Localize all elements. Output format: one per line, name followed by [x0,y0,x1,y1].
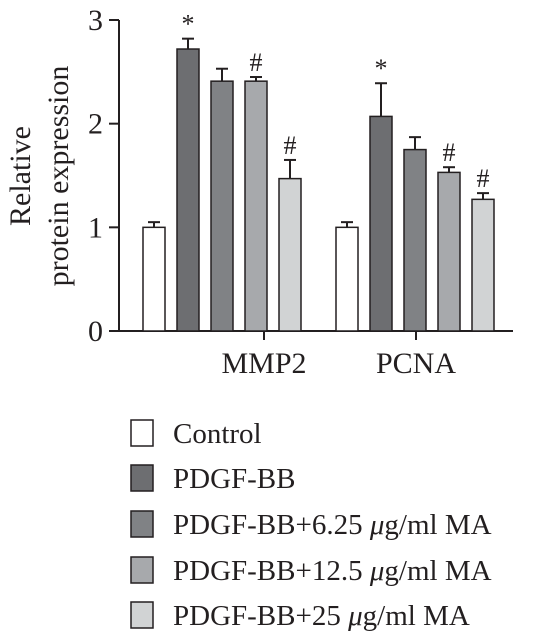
bar [437,171,461,332]
legend-swatch [130,419,154,447]
y-tick-label: 3 [88,4,103,37]
bars: * # # * # # [142,10,495,332]
bar [403,148,427,332]
x-category-label: PCNA [376,347,456,380]
bar [142,226,166,332]
significance-mark: * [375,54,388,83]
legend-label: PDGF-BB+12.5 μg/ml MA [173,555,492,587]
significance-mark: # [443,138,456,167]
y-tick-label: 1 [88,211,103,244]
legend-swatch [130,464,154,492]
legend-label-part: PDGF-BB+6.25 [173,509,370,541]
significance-mark: # [250,48,263,77]
y-axis-title-line-1: Relative [4,126,37,226]
bar [471,198,495,332]
legend-label: PDGF-BB [173,463,296,495]
legend-label: PDGF-BB+6.25 μg/ml MA [173,509,492,541]
significance-mark: # [477,164,490,193]
legend-label: PDGF-BB+25 μg/ml MA [173,600,470,632]
bar [278,177,302,332]
significance-mark: # [284,131,297,160]
legend-swatch [130,601,154,629]
legend-label: Control [173,418,262,450]
legend-label-part: μ [347,600,363,632]
y-axis-title-line-2: protein expression [42,66,75,287]
y-tick-label: 0 [88,315,103,348]
x-category-label: MMP2 [221,347,306,380]
bar [210,80,234,332]
legend-swatch [130,556,154,584]
legend-label-part: PDGF-BB+25 [173,600,348,632]
legend-swatch [130,510,154,538]
bar [369,115,393,332]
legend-label-part: μ [369,555,385,587]
legend-label-part: μ [369,509,385,541]
bar [335,226,359,332]
y-axis-title: Relative protein expression [4,66,75,287]
significance-mark: * [182,10,195,39]
legend-label-part: PDGF-BB+12.5 [173,555,370,587]
legend-label-part: g/ml MA [384,509,491,541]
legend-label-part: g/ml MA [384,555,491,587]
bar [176,48,200,332]
bar [244,80,268,332]
legend-label-part: g/ml MA [363,600,470,632]
y-tick-label: 2 [88,108,103,141]
